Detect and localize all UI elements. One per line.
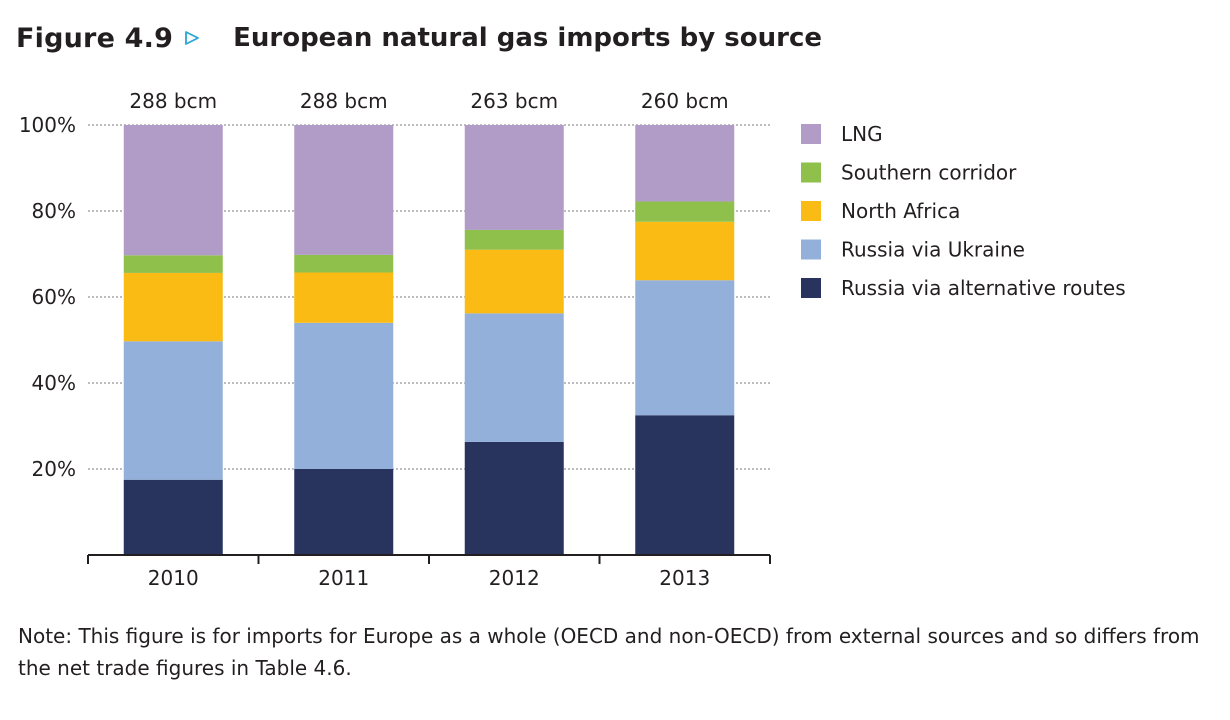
legend-swatch xyxy=(801,124,821,144)
bar-total-label: 260 bcm xyxy=(641,89,729,113)
figure-note: Note: This figure is for imports for Eur… xyxy=(18,624,1200,680)
triangle-outline-right-icon xyxy=(185,31,200,45)
bar-segment xyxy=(464,313,564,442)
legend-swatch xyxy=(801,162,821,183)
bar-segment xyxy=(294,254,394,273)
stacked-bar-chart: 20% 40% 60% 80% 100% 288 bcm 2010 288 bcm 2011 26… xyxy=(19,89,1126,590)
y-tick-label: 40% xyxy=(32,371,76,395)
legend-swatch xyxy=(801,278,821,298)
x-tick-label: 2012 xyxy=(489,566,540,590)
bar-segment xyxy=(123,125,223,256)
bar-segment xyxy=(294,272,394,323)
legend-label: Russia via alternative routes xyxy=(841,276,1126,300)
bar-segment xyxy=(635,280,735,416)
bar-segment xyxy=(294,469,394,555)
bar-segment xyxy=(464,441,564,555)
y-tick-label: 80% xyxy=(32,199,76,223)
bar-total-label: 288 bcm xyxy=(129,89,217,113)
x-tick-label: 2013 xyxy=(659,566,710,590)
bar-segment xyxy=(635,201,735,222)
legend-label: North Africa xyxy=(841,199,960,223)
figure-number: Figure 4.9 xyxy=(16,22,174,54)
bar-segment xyxy=(294,322,394,469)
bar-segment xyxy=(123,272,223,342)
y-tick-label: 100% xyxy=(19,113,76,137)
bar-segment xyxy=(123,341,223,480)
x-tick-label: 2010 xyxy=(148,566,199,590)
legend-swatch xyxy=(801,239,821,260)
x-tick-label: 2011 xyxy=(318,566,369,590)
bar-segment xyxy=(464,125,564,230)
y-tick-label: 60% xyxy=(32,285,76,309)
legend-label: Southern corridor xyxy=(841,161,1017,185)
bar-segment xyxy=(635,415,735,555)
bar-total-label: 288 bcm xyxy=(300,89,388,113)
bar-segment xyxy=(294,125,394,255)
legend-label: Russia via Ukraine xyxy=(841,238,1025,262)
figure-header: Figure 4.9 European natural gas imports … xyxy=(16,18,822,58)
legend-label: LNG xyxy=(841,122,883,146)
legend-swatch xyxy=(801,201,821,221)
bar-segment xyxy=(635,125,735,202)
bar-segment xyxy=(635,221,735,281)
bar-segment xyxy=(123,255,223,273)
bar-segment xyxy=(464,229,564,250)
bar-segment xyxy=(464,249,564,314)
bar-total-label: 263 bcm xyxy=(470,89,558,113)
figure-title: European natural gas imports by source xyxy=(233,23,823,53)
bar-segment xyxy=(123,479,223,555)
y-tick-label: 20% xyxy=(32,457,76,481)
